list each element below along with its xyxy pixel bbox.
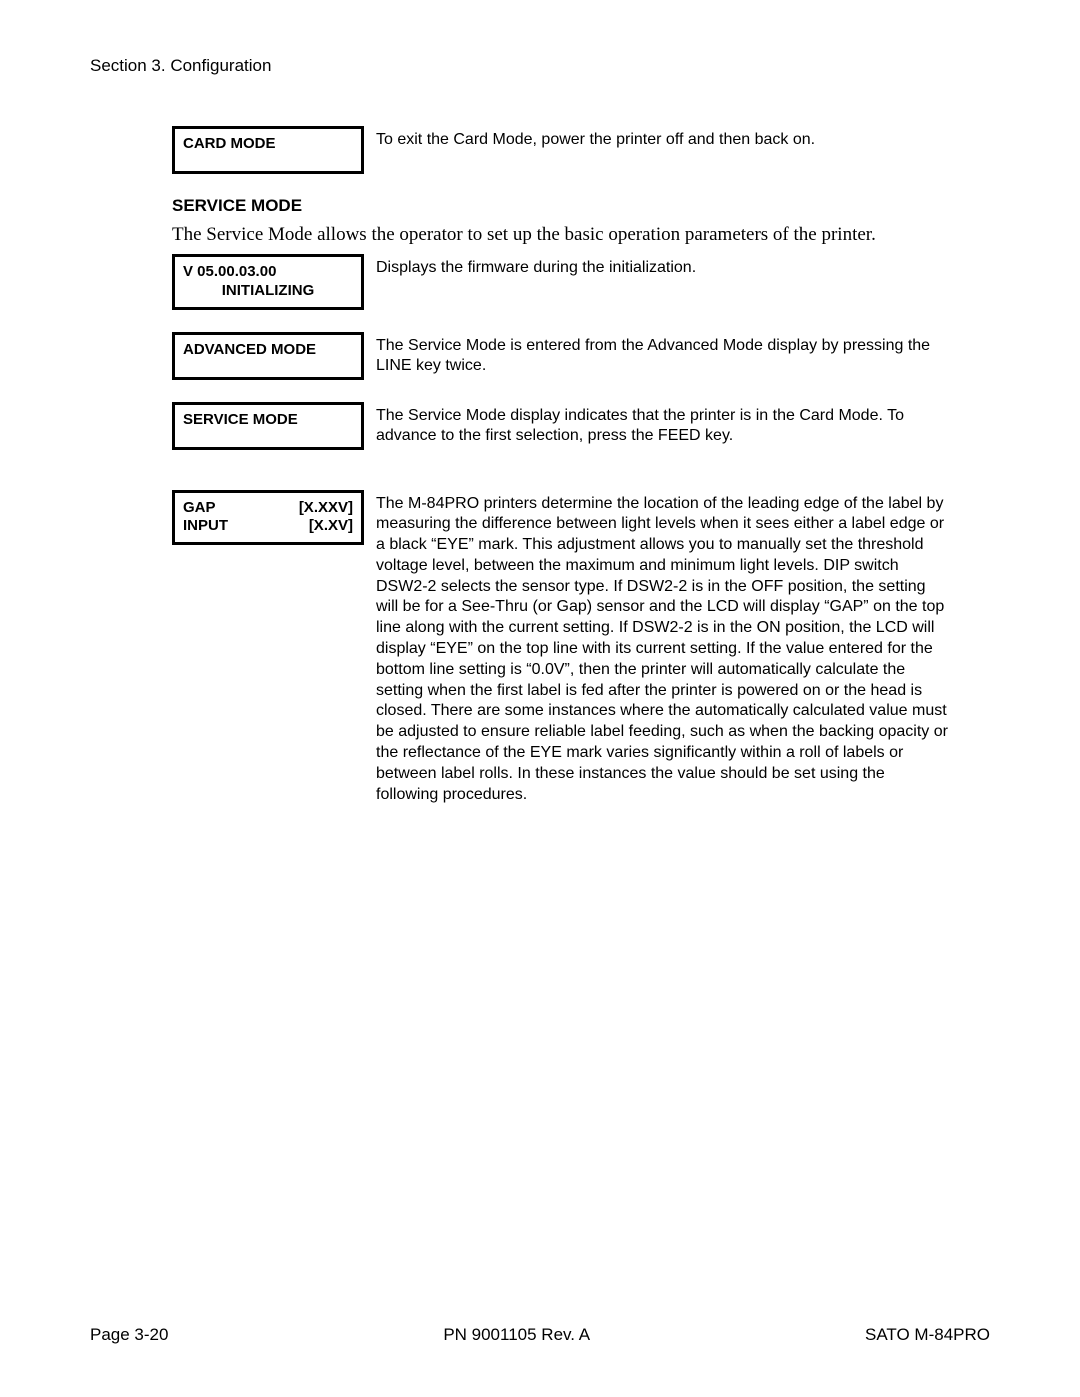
footer-right: SATO M-84PRO (865, 1325, 990, 1345)
desc-firmware: Displays the firmware during the initial… (376, 254, 696, 279)
lcd-firmware: V 05.00.03.00 INITIALIZING (172, 254, 364, 310)
lcd-line: CARD MODE (183, 135, 353, 154)
footer-left: Page 3-20 (90, 1325, 168, 1345)
lcd-card-mode: CARD MODE (172, 126, 364, 174)
lcd-line: INPUT [X.XV] (183, 517, 353, 536)
lcd-gap-input: GAP [X.XXV] INPUT [X.XV] (172, 490, 364, 546)
service-mode-intro: The Service Mode allows the operator to … (172, 224, 990, 246)
lcd-line: ADVANCED MODE (183, 341, 353, 360)
lcd-line: V 05.00.03.00 (183, 263, 353, 282)
row-gap-input: GAP [X.XXV] INPUT [X.XV] The M-84PRO pri… (172, 490, 990, 806)
page-footer: Page 3-20 PN 9001105 Rev. A SATO M-84PRO (90, 1325, 990, 1345)
footer-center: PN 9001105 Rev. A (443, 1325, 590, 1345)
lcd-line: GAP [X.XXV] (183, 499, 353, 518)
lcd-value: [X.XV] (309, 517, 353, 536)
service-mode-heading: SERVICE MODE (172, 196, 990, 216)
lcd-advanced-mode: ADVANCED MODE (172, 332, 364, 380)
row-advanced-mode: ADVANCED MODE The Service Mode is entere… (172, 332, 990, 380)
row-card-mode: CARD MODE To exit the Card Mode, power t… (172, 126, 990, 174)
lcd-line: INITIALIZING (183, 282, 353, 301)
desc-card-mode: To exit the Card Mode, power the printer… (376, 126, 815, 151)
lcd-service-mode: SERVICE MODE (172, 402, 364, 450)
lcd-value: [X.XXV] (299, 499, 353, 518)
row-firmware: V 05.00.03.00 INITIALIZING Displays the … (172, 254, 990, 310)
row-service-mode: SERVICE MODE The Service Mode display in… (172, 402, 990, 450)
section-title: Section 3. Configuration (90, 56, 990, 76)
page: Section 3. Configuration CARD MODE To ex… (0, 0, 1080, 1397)
desc-advanced-mode: The Service Mode is entered from the Adv… (376, 332, 951, 378)
lcd-label: GAP (183, 499, 216, 518)
lcd-line: SERVICE MODE (183, 411, 353, 430)
content-area: CARD MODE To exit the Card Mode, power t… (172, 126, 990, 805)
desc-gap-input: The M-84PRO printers determine the locat… (376, 490, 951, 806)
desc-service-mode: The Service Mode display indicates that … (376, 402, 951, 448)
lcd-label: INPUT (183, 517, 228, 536)
